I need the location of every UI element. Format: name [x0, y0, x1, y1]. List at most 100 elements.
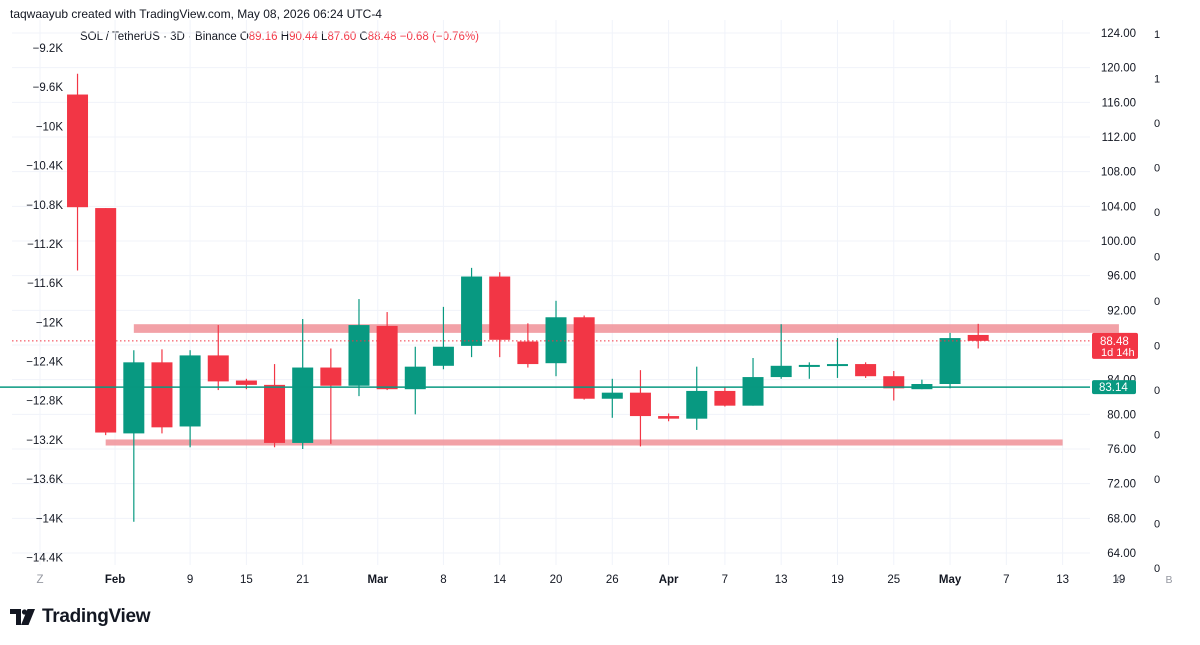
right-axis-tick: 120.00 [1101, 63, 1136, 75]
time-axis-label: 19 [831, 574, 844, 586]
candle-up [798, 362, 820, 379]
candle-up [461, 267, 483, 358]
left-axis-tick: −9.2K [33, 43, 64, 55]
candle-body [123, 362, 145, 434]
tradingview-brand[interactable]: TradingView [10, 606, 151, 628]
tradingview-wordmark: TradingView [42, 606, 151, 627]
open-value: 89.16 [248, 31, 278, 43]
horizontal-line-label: 83.14 [1099, 382, 1128, 394]
time-axis-label: 7 [1003, 574, 1009, 586]
candle-up [770, 324, 792, 379]
chart-creator-caption: taqwaayub created with TradingView.com, … [10, 7, 382, 21]
candle-up [601, 378, 623, 418]
candle-down [573, 315, 595, 400]
right-axis-tick: 100.00 [1101, 236, 1136, 248]
time-axis-label: Mar [368, 574, 389, 586]
low-label: L [321, 31, 328, 43]
symbol-legend: SOL / TetherUS · 3D · Binance O89.16 H90… [80, 31, 479, 43]
candle-body [348, 325, 370, 386]
candle-body [264, 384, 286, 443]
time-axis-label: 13 [775, 574, 788, 586]
candle-body [67, 94, 89, 208]
time-axis-label: 9 [187, 574, 193, 586]
candle-down [517, 323, 539, 368]
candle-down [658, 413, 680, 422]
time-axis-label: 21 [296, 574, 309, 586]
time-axis-label: 13 [1056, 574, 1069, 586]
right-axis-tick: 124.00 [1101, 28, 1136, 40]
candle-body [461, 276, 483, 346]
time-axis-label: Feb [105, 574, 125, 586]
right-axis-tick: 116.00 [1102, 97, 1136, 109]
far-right-axis-tick: 0 [1154, 430, 1160, 442]
high-value: 90.44 [289, 31, 318, 43]
time-axis-label: Apr [659, 574, 679, 586]
close-value: 88.48 [367, 31, 397, 43]
grid-lines [12, 20, 1090, 565]
candle-body [629, 392, 651, 417]
candle-up [292, 319, 314, 449]
left-axis-tick: −12K [36, 317, 64, 329]
candle-body [320, 367, 342, 386]
time-axis-label: May [939, 574, 962, 586]
candle-down [967, 323, 989, 349]
axis-corner-label-b: B [1165, 574, 1172, 586]
candle-up [432, 306, 454, 370]
candle-down [264, 364, 286, 448]
left-axis-tick: −10.4K [26, 161, 63, 173]
candle-up [939, 332, 961, 389]
candle-down [629, 370, 651, 447]
left-axis-tick: −14K [36, 513, 64, 525]
candle-down [714, 387, 736, 407]
left-axis: −9.2K −9.6K −10K −10.4K −10.8K −11.2K −11.6K −1… [26, 43, 63, 565]
candle-countdown-label: 1d 14h [1101, 347, 1135, 359]
open-label: O [239, 31, 249, 43]
candle-body [601, 392, 623, 399]
far-right-axis-tick: 0 [1154, 118, 1160, 130]
time-axis-label: 14 [493, 574, 506, 586]
time-axis-label: 20 [550, 574, 563, 586]
candle-body [939, 338, 961, 384]
current-price-label: 88.48 [1100, 336, 1129, 348]
candle-body [376, 325, 398, 390]
current-price-badge [1092, 332, 1138, 359]
far-right-axis-tick: 0 [1154, 296, 1160, 308]
sr-zone [133, 324, 1119, 333]
sr-zone [105, 439, 1063, 446]
candle-body [235, 380, 257, 385]
candlestick-chart[interactable]: −9.2K −9.6K −10K −10.4K −10.8K −11.2K −11.6K −1… [0, 0, 1200, 600]
candle-down [151, 349, 173, 434]
candle-down [489, 272, 511, 358]
candle-body [207, 355, 229, 382]
left-axis-tick: −13.2K [26, 435, 63, 447]
candle-up [123, 350, 145, 522]
right-axis-tick: 72.00 [1107, 479, 1136, 491]
candle-body [770, 365, 792, 378]
candle-body [517, 341, 539, 365]
right-axis-tick: 108.00 [1101, 167, 1136, 179]
horizontal-lines [0, 340, 1090, 388]
left-axis-tick: −13.6K [26, 474, 63, 486]
candle-up [686, 366, 708, 430]
right-axis-tick: 96.00 [1107, 271, 1136, 283]
candle-body [292, 367, 314, 443]
right-axis-tick: 76.00 [1107, 444, 1136, 456]
candle-body [432, 346, 454, 366]
far-right-axis-tick: 0 [1154, 563, 1160, 575]
far-right-axis-tick: 0 [1154, 163, 1160, 175]
time-axis-label: 19 [1113, 574, 1126, 586]
candle-body [573, 317, 595, 399]
candle-body [658, 416, 680, 419]
left-axis-tick: −12.8K [26, 396, 63, 408]
high-label: H [280, 31, 290, 43]
axis-corner-label-a: A [1115, 574, 1122, 586]
candle-up [179, 350, 201, 448]
time-axis-label: 26 [606, 574, 619, 586]
candle-down [376, 312, 398, 391]
candle-body [545, 317, 567, 364]
time-axis: Z Feb 9 15 21 Mar 8 14 20 26 Apr 7 13 19 25 May 7 13 19A B [36, 574, 1172, 586]
far-right-axis-tick: 0 [1154, 385, 1160, 397]
candle-body [686, 390, 708, 419]
candle-up [742, 358, 764, 406]
candle-body [404, 366, 426, 390]
